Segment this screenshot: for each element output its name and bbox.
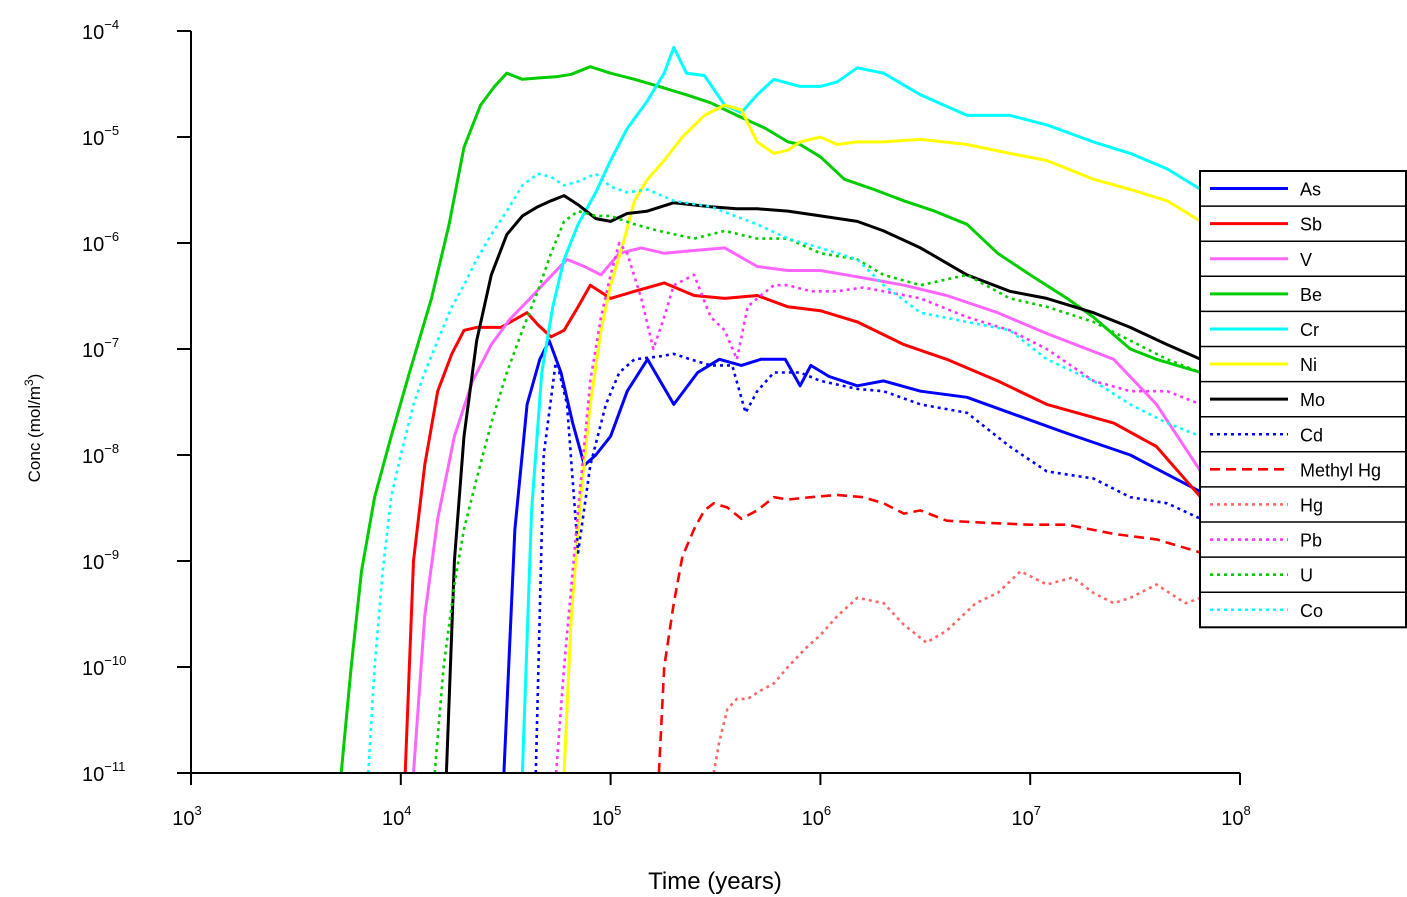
y-tick-label: 10−4 <box>82 17 119 44</box>
legend-label-sb: Sb <box>1300 215 1322 235</box>
legend-label-mo: Mo <box>1300 390 1325 410</box>
series-line-mo <box>444 194 1202 774</box>
y-tick-label: 10−6 <box>82 229 119 256</box>
legend-label-hg: Hg <box>1300 495 1323 515</box>
y-tick-label: 10−7 <box>82 335 119 362</box>
x-tick-label: 107 <box>1011 803 1040 830</box>
series-line-cd <box>534 352 1202 774</box>
y-tick-label: 10−10 <box>82 653 126 680</box>
legend-label-ni: Ni <box>1300 355 1317 375</box>
x-tick-label: 108 <box>1221 803 1250 830</box>
x-axis-title: Time (years) <box>648 868 782 895</box>
series-line-ni <box>562 103 1202 774</box>
x-tick-label: 103 <box>172 803 201 830</box>
legend-label-be: Be <box>1300 285 1322 305</box>
series-line-as <box>502 339 1202 774</box>
series-line-pb <box>554 241 1202 774</box>
series-line-sb <box>403 281 1202 774</box>
x-tick-label: 105 <box>592 803 621 830</box>
y-tick-label: 10−8 <box>82 441 119 468</box>
series-line-methyl-hg <box>657 493 1202 774</box>
x-tick-label: 104 <box>382 803 411 830</box>
legend-label-u: U <box>1300 566 1313 586</box>
series-layer <box>339 45 1202 774</box>
legend: As Sb V Be Cr Ni Mo Cd Methyl Hg Hg Pb U Co <box>1199 170 1407 629</box>
y-tick-label: 10−9 <box>82 547 119 574</box>
y-tick-label: 10−5 <box>82 123 119 150</box>
legend-label-cd: Cd <box>1300 425 1323 445</box>
series-line-hg <box>712 569 1202 774</box>
series-line-be <box>339 65 1202 774</box>
legend-label-methyl-hg: Methyl Hg <box>1300 460 1381 480</box>
legend-label-co: Co <box>1300 601 1323 621</box>
y-axis-title: Conc (mol/m3) <box>22 374 44 483</box>
series-line-v <box>412 246 1202 774</box>
x-tick-label: 106 <box>802 803 831 830</box>
axes-layer: 103 104 105 106 107 108 10−4 10−5 10−6 10−7 10−8 10… <box>22 17 1251 895</box>
legend-label-as: As <box>1300 180 1321 200</box>
legend-label-v: V <box>1300 250 1312 270</box>
legend-label-cr: Cr <box>1300 320 1319 340</box>
legend-label-pb: Pb <box>1300 531 1322 551</box>
y-tick-label: 10−11 <box>82 759 125 786</box>
series-line-co <box>367 172 1202 774</box>
